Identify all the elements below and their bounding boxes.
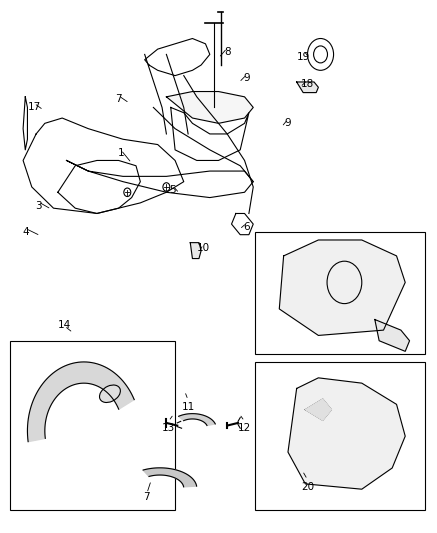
Text: 6: 6	[243, 222, 250, 232]
Polygon shape	[297, 82, 319, 93]
Polygon shape	[190, 243, 201, 259]
Text: 13: 13	[162, 423, 175, 433]
Text: 11: 11	[181, 402, 195, 412]
Ellipse shape	[100, 385, 120, 402]
Text: 20: 20	[301, 481, 314, 491]
Text: 7: 7	[115, 94, 122, 104]
Text: 12: 12	[238, 423, 251, 433]
Polygon shape	[375, 319, 409, 351]
Text: 3: 3	[35, 200, 42, 211]
Polygon shape	[305, 399, 331, 420]
Text: 7: 7	[143, 492, 150, 502]
Polygon shape	[179, 414, 215, 425]
Polygon shape	[279, 240, 405, 335]
Text: 4: 4	[22, 227, 28, 237]
Polygon shape	[166, 92, 253, 123]
Text: 14: 14	[58, 320, 71, 330]
Text: 5: 5	[170, 184, 176, 195]
Text: 19: 19	[297, 52, 310, 62]
Polygon shape	[288, 378, 405, 489]
Text: 9: 9	[284, 118, 291, 128]
Polygon shape	[143, 468, 197, 487]
Text: 10: 10	[197, 243, 210, 253]
Text: 1: 1	[118, 148, 124, 158]
Text: 17: 17	[28, 102, 41, 112]
Text: 8: 8	[224, 47, 230, 56]
Polygon shape	[28, 362, 134, 442]
Bar	[10, 341, 175, 511]
Bar	[255, 232, 425, 354]
Bar	[255, 362, 425, 511]
Text: 18: 18	[301, 78, 314, 88]
Text: 9: 9	[243, 73, 250, 83]
